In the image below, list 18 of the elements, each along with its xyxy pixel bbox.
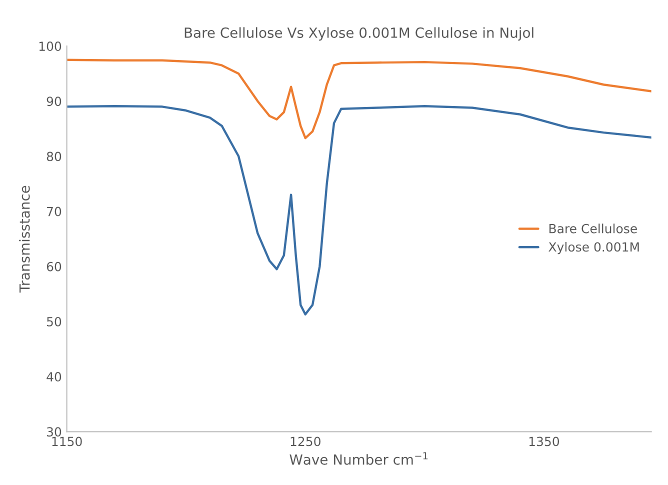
legend-label: Bare Cellulose [549,224,637,234]
y-axis-title: Transmisstance [19,186,30,293]
x-axis-title: Wave Number cm$^{−1}$ [290,452,428,465]
y-tick-label: 80 [46,152,62,162]
y-tick-label: 30 [46,427,62,437]
y-tick-label: 50 [47,316,62,326]
x-tick-label: 1150 [52,436,82,446]
y-tick-label: 70 [47,206,62,216]
y-tick-label: 40 [46,372,62,382]
line-series [66,105,652,316]
y-tick-label: 90 [46,96,62,106]
y-tick-label: 100 [39,42,62,51]
legend-label: Xylose 0.001M [548,242,639,254]
x-tick-label: 1250 [290,436,320,446]
y-tick-label: 60 [46,262,62,272]
line-series [66,58,652,140]
chart-title: Bare Cellulose Vs Xylose 0.001M Cellulose in Nujol [184,27,534,41]
x-tick-label: 1350 [529,436,560,446]
